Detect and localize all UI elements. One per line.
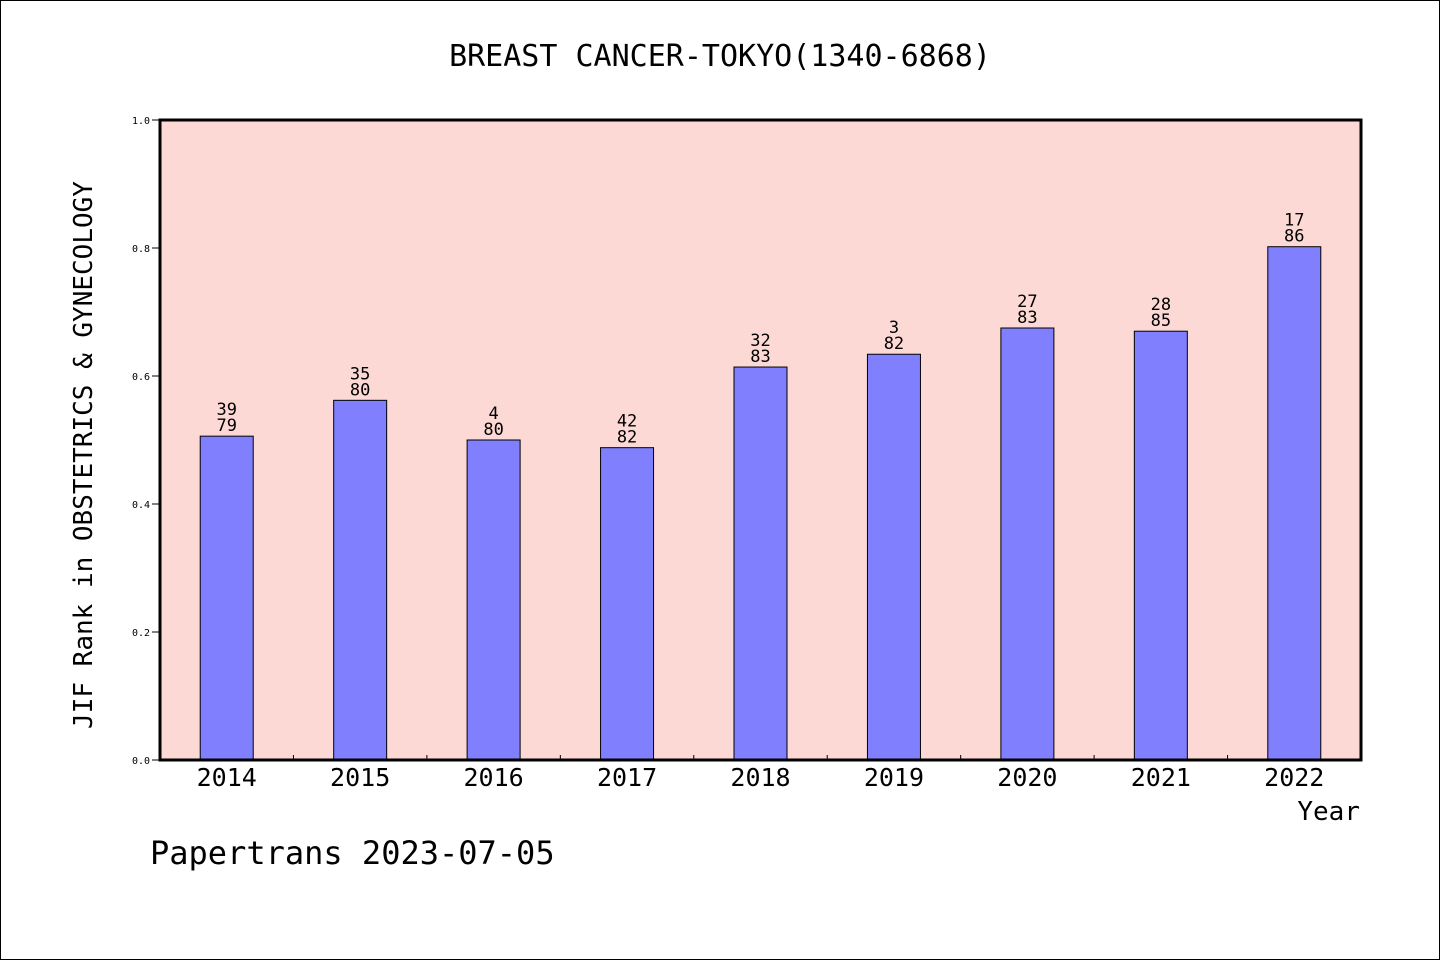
bar-total-label: 80 [483,420,503,440]
plot-border [158,118,1363,762]
bar-rank-label: 27 [1017,292,1037,312]
bar-total-label: 86 [1284,227,1304,247]
x-axis-label: Year [1297,797,1360,827]
y-tick-label: 1.0 [132,116,150,127]
bar [1267,246,1322,761]
x-tick-label: 2017 [597,763,657,792]
y-tick-label: 0.0 [132,756,150,767]
x-tick-label: 2021 [1131,763,1191,792]
footer-credit: Papertrans 2023-07-05 [150,834,555,872]
bar-total-label: 82 [617,428,637,448]
bar [733,366,788,761]
y-tick-label: 0.2 [132,628,150,639]
y-tick-label: 0.8 [132,244,150,255]
bar-rank-label: 39 [216,400,236,420]
bar [866,353,921,761]
x-tick-label: 2018 [730,763,790,792]
bar-rank-label: 3 [889,318,899,338]
x-tick-label: 2015 [330,763,390,792]
bar [600,447,655,761]
x-tick-label: 2016 [464,763,524,792]
bar-rank-label: 32 [750,331,770,351]
x-tick-label: 2014 [197,763,257,792]
bar-rank-label: 42 [617,412,637,432]
bar-total-label: 82 [884,334,904,354]
bar-total-label: 83 [1017,308,1037,328]
y-tick-label: 0.6 [132,372,150,383]
y-axis-label: JIF Rank in OBSTETRICS & GYNECOLOGY [69,181,99,729]
bar [333,399,388,761]
bar [466,439,521,761]
bar [1000,327,1055,761]
bar-total-label: 79 [216,416,236,436]
x-tick-label: 2022 [1264,763,1324,792]
bar-total-label: 80 [350,380,370,400]
x-tick-label: 2020 [997,763,1057,792]
bar [1133,330,1188,761]
bar [199,435,254,761]
x-tick-label: 2019 [864,763,924,792]
bar-rank-label: 17 [1284,211,1304,231]
bars-layer [199,246,1322,761]
bar-total-label: 85 [1151,311,1171,331]
bar-rank-label: 35 [350,364,370,384]
labels-layer: 0.00.20.40.60.81.02014397920153580201648… [132,116,1324,792]
chart-title: BREAST CANCER-TOKYO(1340-6868) [449,39,991,74]
bar-total-label: 83 [750,347,770,367]
bar-rank-label: 4 [488,404,498,424]
y-tick-label: 0.4 [132,500,150,511]
bar-rank-label: 28 [1151,295,1171,315]
